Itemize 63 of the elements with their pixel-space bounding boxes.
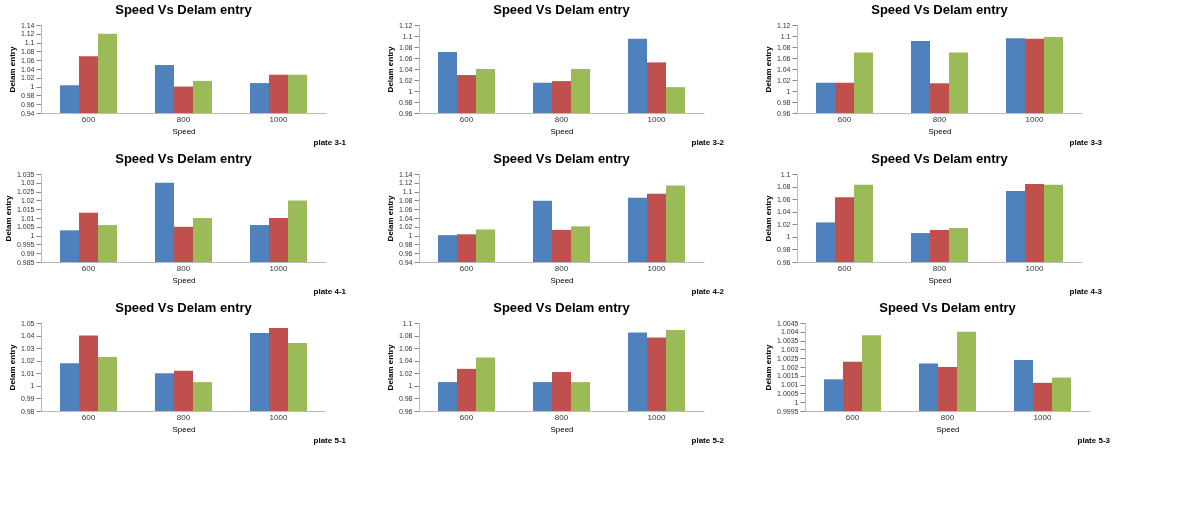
chart-title: Speed Vs Delam entry: [871, 151, 1009, 166]
x-tick-label: 800: [176, 114, 191, 124]
chart-title: Speed Vs Delam entry: [493, 300, 631, 315]
chart-title: Speed Vs Delam entry: [493, 151, 631, 166]
x-tick-label: 1000: [269, 412, 288, 422]
text: plate 4-2: [691, 287, 725, 296]
text: plate 3-2: [691, 138, 725, 147]
y-axis-title: Delam entry: [763, 46, 773, 93]
chart-title: Speed Vs Delam entry: [115, 300, 253, 315]
text: plate 4-3: [1069, 287, 1103, 296]
x-axis-title: Speed: [928, 126, 952, 136]
text: plate 5-2: [691, 436, 725, 445]
x-axis-title: Speed: [550, 424, 574, 434]
y-axis-title: Delam entry: [385, 344, 395, 391]
x-tick-label: 800: [932, 114, 947, 124]
x-tick-label: 1000: [647, 114, 666, 124]
y-axis-title: Delam entry: [385, 46, 395, 93]
y-axis-title: Delam entry: [7, 46, 17, 93]
x-tick-label: 600: [81, 263, 96, 273]
x-axis-title: Speed: [550, 275, 574, 285]
x-tick-label: 600: [459, 114, 474, 124]
x-tick-label: 600: [459, 412, 474, 422]
x-tick-label: 800: [176, 263, 191, 273]
x-tick-label: 1000: [647, 412, 666, 422]
text: plate 3-1: [313, 138, 347, 147]
text: plate 3-3: [1069, 138, 1103, 147]
x-tick-label: 800: [554, 263, 569, 273]
x-axis-title: Speed: [172, 126, 196, 136]
text: plate 5-3: [1077, 436, 1111, 445]
x-tick-label: 800: [176, 412, 191, 422]
text: plate 4-1: [313, 287, 347, 296]
y-axis-title: Delam entry: [3, 195, 13, 242]
y-axis-title: Delam entry: [385, 195, 395, 242]
text: plate 5-1: [313, 436, 347, 445]
x-tick-label: 600: [459, 263, 474, 273]
x-tick-label: 600: [81, 114, 96, 124]
x-tick-label: 1000: [1025, 263, 1044, 273]
x-axis-title: Speed: [172, 424, 196, 434]
x-axis-title: Speed: [550, 126, 574, 136]
x-tick-label: 800: [554, 412, 569, 422]
x-tick-label: 1000: [269, 114, 288, 124]
x-axis-title: Speed: [936, 424, 960, 434]
y-axis-title: Delam entry: [764, 344, 774, 391]
y-axis-title: Delam entry: [763, 195, 773, 242]
x-tick-label: 1000: [269, 263, 288, 273]
x-axis-title: Speed: [928, 275, 952, 285]
chart-title: Speed Vs Delam entry: [493, 2, 631, 17]
chart-title: Speed Vs Delam entry: [879, 300, 1017, 315]
x-tick-label: 1000: [1025, 114, 1044, 124]
x-tick-label: 1000: [1033, 412, 1052, 422]
chart-title: Speed Vs Delam entry: [115, 2, 253, 17]
x-axis-title: Speed: [172, 275, 196, 285]
x-tick-label: 600: [837, 114, 852, 124]
x-tick-label: 800: [932, 263, 947, 273]
y-axis-title: Delam entry: [7, 344, 17, 391]
x-tick-label: 800: [940, 412, 955, 422]
x-tick-label: 600: [837, 263, 852, 273]
chart-title: Speed Vs Delam entry: [871, 2, 1009, 17]
x-tick-label: 600: [81, 412, 96, 422]
chart-title: Speed Vs Delam entry: [115, 151, 253, 166]
x-tick-label: 600: [845, 412, 860, 422]
x-tick-label: 800: [554, 114, 569, 124]
x-tick-label: 1000: [647, 263, 666, 273]
